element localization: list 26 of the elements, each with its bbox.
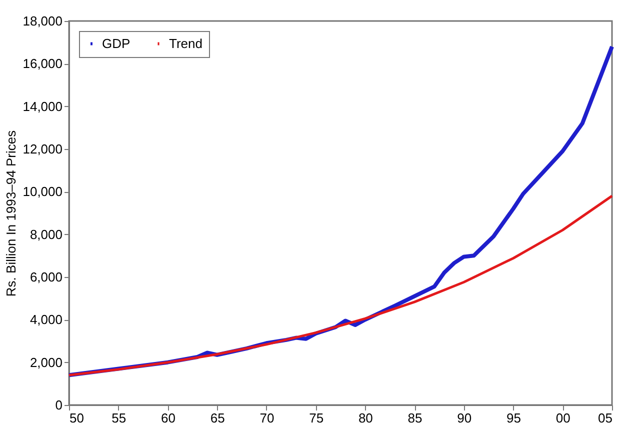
x-tick-label: 50 bbox=[70, 410, 84, 426]
y-tick-label: 18,000 bbox=[22, 14, 62, 28]
y-tick-label: 12,000 bbox=[22, 142, 62, 156]
x-tick-label: 05 bbox=[598, 410, 612, 426]
y-tick-label: 16,000 bbox=[22, 56, 62, 72]
x-tick-label: 70 bbox=[260, 410, 274, 426]
x-tick-label: 55 bbox=[112, 410, 126, 426]
x-tick-label: 60 bbox=[160, 410, 176, 426]
x-tick-label: 65 bbox=[210, 410, 225, 426]
y-tick-label: 0 bbox=[55, 398, 62, 412]
y-tick-label: 2,000 bbox=[30, 354, 62, 370]
x-tick-label: 90 bbox=[457, 410, 472, 426]
y-tick-label: 8,000 bbox=[30, 226, 62, 242]
x-tick-label: 80 bbox=[358, 410, 373, 426]
x-tick-label: 75 bbox=[309, 410, 324, 426]
x-tick-label: 00 bbox=[556, 410, 570, 426]
y-axis-title: Rs. Billion In 1993–94 Prices bbox=[4, 130, 19, 297]
x-tick-label: 85 bbox=[408, 410, 422, 426]
legend-label: GDP bbox=[102, 36, 130, 51]
y-tick-label: 4,000 bbox=[30, 312, 62, 328]
y-tick-label: 6,000 bbox=[30, 270, 62, 284]
legend-label: Trend bbox=[169, 36, 202, 51]
x-tick-label: 95 bbox=[506, 410, 522, 426]
y-tick-label: 14,000 bbox=[22, 98, 62, 114]
y-tick-label: 10,000 bbox=[22, 184, 62, 200]
line-series bbox=[68, 194, 614, 376]
